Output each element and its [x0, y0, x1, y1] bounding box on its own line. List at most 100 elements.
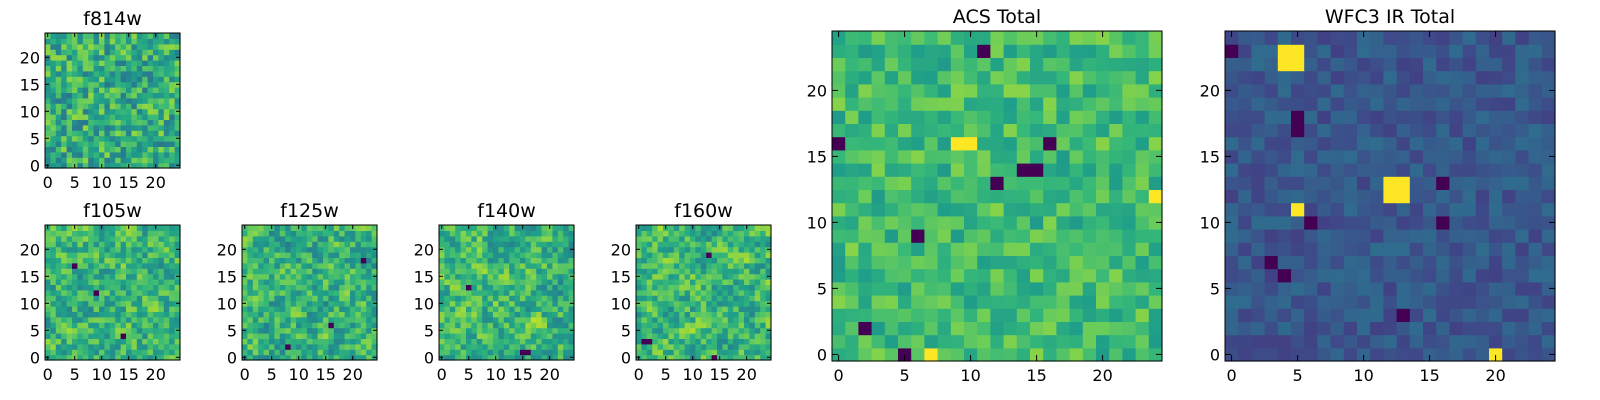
heatmap-cell [131, 246, 138, 253]
heatmap-cell [733, 295, 740, 302]
heatmap-cell [514, 246, 521, 253]
heatmap-cell [706, 225, 713, 231]
heatmap-cell [1135, 281, 1150, 296]
heatmap-cell [1330, 149, 1345, 164]
heatmap-cell [350, 311, 356, 318]
heatmap-cell [344, 311, 351, 318]
heatmap-cell [977, 83, 991, 98]
heatmap-cell [444, 289, 451, 296]
heatmap-cell [1096, 295, 1110, 309]
heatmap-cell [1330, 281, 1345, 296]
heatmap-cell [147, 322, 154, 329]
heatmap-cell [147, 354, 154, 361]
heatmap-cell [738, 273, 745, 280]
heatmap-cell [832, 57, 846, 72]
heatmap-cell [93, 38, 100, 45]
heatmap-cell [136, 76, 143, 83]
heatmap-cell [88, 235, 95, 242]
heatmap-cell [136, 327, 143, 334]
heatmap-cell [1056, 97, 1071, 111]
heatmap-cell [55, 268, 62, 275]
heatmap-cell [1238, 176, 1252, 190]
heatmap-cell [684, 289, 691, 296]
heatmap-cell [444, 252, 451, 258]
heatmap-cell [104, 235, 111, 242]
heatmap-cell [1462, 83, 1477, 98]
heatmap-cell [1225, 70, 1239, 85]
heatmap-cell [733, 235, 740, 242]
heatmap-cell [1148, 57, 1163, 72]
heatmap-cell [1502, 215, 1516, 230]
heatmap-cell [668, 268, 675, 275]
heatmap-cell [646, 273, 653, 280]
heatmap-cell [541, 311, 548, 318]
heatmap-cell [269, 300, 275, 307]
heatmap-cell [695, 354, 702, 361]
heatmap-cell [328, 338, 335, 345]
heatmap-cell [663, 349, 669, 356]
heatmap-cell [306, 257, 313, 264]
heatmap-cell [323, 289, 329, 296]
heatmap-cell [66, 262, 73, 269]
heatmap-cell [115, 65, 122, 72]
heatmap-cell [641, 273, 648, 280]
heatmap-cell [898, 189, 912, 204]
heatmap-cell [126, 289, 132, 296]
heatmap-cell [371, 262, 378, 269]
heatmap-cell [1330, 334, 1345, 349]
heatmap-cell [104, 230, 111, 237]
heatmap-cell [109, 92, 116, 99]
heatmap-cell [937, 31, 952, 45]
heatmap-cell [301, 349, 308, 356]
heatmap-cell [333, 279, 340, 285]
heatmap-cell [990, 163, 1005, 177]
heatmap-cell [296, 268, 302, 275]
heatmap-cell [1423, 136, 1437, 151]
heatmap-cell [174, 343, 181, 350]
heatmap-cell [1003, 281, 1018, 296]
heatmap-cell [641, 311, 648, 318]
heatmap-cell [937, 44, 952, 58]
heatmap-cell [1304, 202, 1318, 217]
heatmap-cell [1148, 255, 1163, 270]
heatmap-cell [1343, 202, 1358, 217]
heatmap-cell [328, 273, 335, 280]
heatmap-cell [1489, 136, 1503, 151]
heatmap-cell [1357, 136, 1371, 151]
heatmap-cell [317, 252, 324, 258]
heatmap-cell [109, 268, 116, 275]
heatmap-cell [455, 252, 462, 258]
heatmap-cell [525, 316, 532, 323]
heatmap-cell [1225, 334, 1239, 349]
heatmap-cell [1383, 163, 1398, 177]
heatmap-cell [1528, 347, 1543, 362]
heatmap-cell [93, 349, 100, 356]
heatmap-cell [61, 33, 68, 39]
heatmap-cell [733, 246, 740, 253]
heatmap-cell [1304, 149, 1318, 164]
heatmap-cell [1016, 308, 1031, 322]
heatmap-cell [503, 295, 510, 302]
heatmap-cell [61, 97, 68, 104]
heatmap-cell [153, 124, 159, 131]
heatmap-cell [301, 295, 308, 302]
heatmap-cell [977, 295, 991, 309]
heatmap-cell [1135, 136, 1150, 151]
heatmap-cell [1056, 163, 1071, 177]
heatmap-cell [66, 141, 73, 147]
heatmap-cell [93, 114, 100, 120]
heatmap-cell [520, 338, 526, 345]
heatmap-cell [641, 268, 648, 275]
heatmap-cell [158, 241, 165, 248]
heatmap-cell [61, 311, 68, 318]
heatmap-cell [317, 289, 324, 296]
heatmap-cell [690, 311, 696, 318]
heatmap-cell [88, 87, 95, 93]
heatmap-cell [1343, 70, 1358, 85]
heatmap-cell [722, 225, 729, 231]
heatmap-cell [88, 70, 95, 77]
heatmap-cell [88, 33, 95, 39]
heatmap-cell [252, 268, 259, 275]
heatmap-cell [1082, 136, 1097, 151]
heatmap-cell [754, 268, 761, 275]
